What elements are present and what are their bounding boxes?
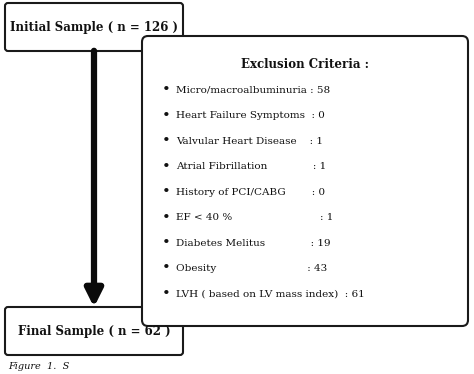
Text: LVH ( based on LV mass index)  : 61: LVH ( based on LV mass index) : 61 — [176, 289, 365, 298]
Text: Obesity                            : 43: Obesity : 43 — [176, 264, 327, 273]
Text: Final Sample ( n = 62 ): Final Sample ( n = 62 ) — [18, 325, 170, 337]
Text: Initial Sample ( n = 126 ): Initial Sample ( n = 126 ) — [10, 21, 178, 34]
FancyBboxPatch shape — [5, 307, 183, 355]
Text: •: • — [162, 236, 170, 250]
Text: Micro/macroalbuminuria : 58: Micro/macroalbuminuria : 58 — [176, 86, 330, 95]
Text: Figure  1.  S: Figure 1. S — [8, 362, 69, 371]
Text: EF < 40 %                           : 1: EF < 40 % : 1 — [176, 213, 333, 222]
Text: •: • — [162, 185, 170, 199]
Text: •: • — [162, 261, 170, 276]
Text: •: • — [162, 287, 170, 301]
FancyBboxPatch shape — [142, 36, 468, 326]
Text: Atrial Fibrillation              : 1: Atrial Fibrillation : 1 — [176, 162, 326, 171]
Text: •: • — [162, 159, 170, 174]
Text: Exclusion Criteria :: Exclusion Criteria : — [241, 58, 369, 71]
Text: •: • — [162, 134, 170, 148]
Text: History of PCI/CABG        : 0: History of PCI/CABG : 0 — [176, 187, 325, 196]
Text: Valvular Heart Disease    : 1: Valvular Heart Disease : 1 — [176, 137, 323, 145]
Text: •: • — [162, 108, 170, 123]
FancyBboxPatch shape — [5, 3, 183, 51]
Text: •: • — [162, 83, 170, 97]
Text: Diabetes Melitus              : 19: Diabetes Melitus : 19 — [176, 239, 331, 248]
Text: •: • — [162, 211, 170, 224]
Text: Heart Failure Symptoms  : 0: Heart Failure Symptoms : 0 — [176, 111, 325, 120]
